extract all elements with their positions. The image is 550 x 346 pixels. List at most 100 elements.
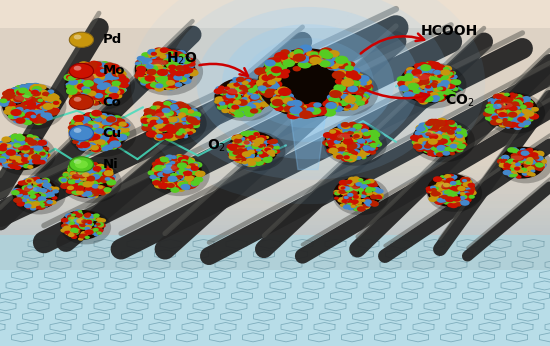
Circle shape <box>164 164 169 167</box>
Circle shape <box>52 186 59 191</box>
Ellipse shape <box>13 178 65 215</box>
Circle shape <box>177 162 187 169</box>
Circle shape <box>181 116 190 121</box>
Circle shape <box>322 109 331 115</box>
Circle shape <box>427 68 436 73</box>
Circle shape <box>516 156 522 160</box>
Circle shape <box>38 96 48 102</box>
Circle shape <box>271 66 282 73</box>
Circle shape <box>347 193 355 199</box>
Circle shape <box>80 92 86 97</box>
Circle shape <box>33 183 38 186</box>
Circle shape <box>89 66 98 72</box>
Circle shape <box>89 229 95 234</box>
Circle shape <box>87 142 96 148</box>
Circle shape <box>91 131 103 139</box>
Circle shape <box>97 62 107 69</box>
Circle shape <box>342 86 352 93</box>
Circle shape <box>111 124 122 130</box>
Circle shape <box>450 144 458 149</box>
Circle shape <box>156 134 163 138</box>
Circle shape <box>279 95 291 102</box>
Circle shape <box>431 89 443 97</box>
Circle shape <box>461 183 469 188</box>
Circle shape <box>171 124 178 128</box>
Circle shape <box>299 45 312 53</box>
Circle shape <box>401 87 409 92</box>
Circle shape <box>99 86 108 91</box>
Circle shape <box>433 124 441 128</box>
Circle shape <box>97 189 104 194</box>
Circle shape <box>289 55 301 63</box>
Circle shape <box>75 160 88 169</box>
Circle shape <box>78 76 85 80</box>
Circle shape <box>344 71 354 77</box>
Circle shape <box>8 145 15 149</box>
Circle shape <box>164 178 173 184</box>
Circle shape <box>78 237 84 241</box>
Circle shape <box>156 165 163 170</box>
Circle shape <box>338 190 345 194</box>
Circle shape <box>23 190 31 195</box>
Circle shape <box>272 99 284 106</box>
Circle shape <box>160 157 169 163</box>
Circle shape <box>36 142 43 147</box>
Circle shape <box>226 97 234 102</box>
Circle shape <box>349 141 359 148</box>
Circle shape <box>428 146 437 151</box>
Circle shape <box>175 124 183 129</box>
Circle shape <box>177 181 187 187</box>
Circle shape <box>84 97 91 101</box>
Circle shape <box>262 157 272 163</box>
Circle shape <box>95 117 103 122</box>
Circle shape <box>460 195 468 199</box>
Circle shape <box>97 224 104 228</box>
Circle shape <box>433 77 439 81</box>
Circle shape <box>328 50 340 57</box>
Circle shape <box>327 61 336 66</box>
Circle shape <box>166 70 175 75</box>
Circle shape <box>73 127 80 131</box>
Circle shape <box>99 121 108 127</box>
Bar <box>0 135 550 142</box>
Circle shape <box>349 204 357 209</box>
Circle shape <box>365 138 373 143</box>
Bar <box>0 291 550 298</box>
Circle shape <box>87 129 97 135</box>
Circle shape <box>430 85 439 91</box>
Circle shape <box>433 65 444 71</box>
Circle shape <box>495 94 504 100</box>
Circle shape <box>504 123 513 128</box>
Circle shape <box>538 159 547 164</box>
Circle shape <box>178 180 184 184</box>
Circle shape <box>513 93 519 97</box>
Circle shape <box>35 194 40 197</box>
Circle shape <box>104 177 113 183</box>
Circle shape <box>32 89 40 94</box>
Circle shape <box>169 126 179 131</box>
Circle shape <box>82 62 92 68</box>
Circle shape <box>85 236 90 239</box>
Bar <box>0 86 550 93</box>
Circle shape <box>8 113 18 119</box>
Circle shape <box>92 82 103 89</box>
Circle shape <box>47 98 56 103</box>
Circle shape <box>353 94 364 101</box>
Circle shape <box>10 143 16 146</box>
Circle shape <box>75 180 80 183</box>
Circle shape <box>181 78 191 84</box>
Circle shape <box>437 138 444 142</box>
Circle shape <box>159 173 164 176</box>
Circle shape <box>360 155 367 160</box>
Circle shape <box>244 140 252 145</box>
Circle shape <box>244 93 254 99</box>
Circle shape <box>426 127 434 133</box>
Circle shape <box>29 88 35 92</box>
Circle shape <box>515 122 525 128</box>
Circle shape <box>84 137 90 141</box>
Circle shape <box>239 91 245 95</box>
Circle shape <box>91 187 98 192</box>
Circle shape <box>443 177 449 181</box>
Circle shape <box>336 94 345 100</box>
Circle shape <box>504 112 510 116</box>
